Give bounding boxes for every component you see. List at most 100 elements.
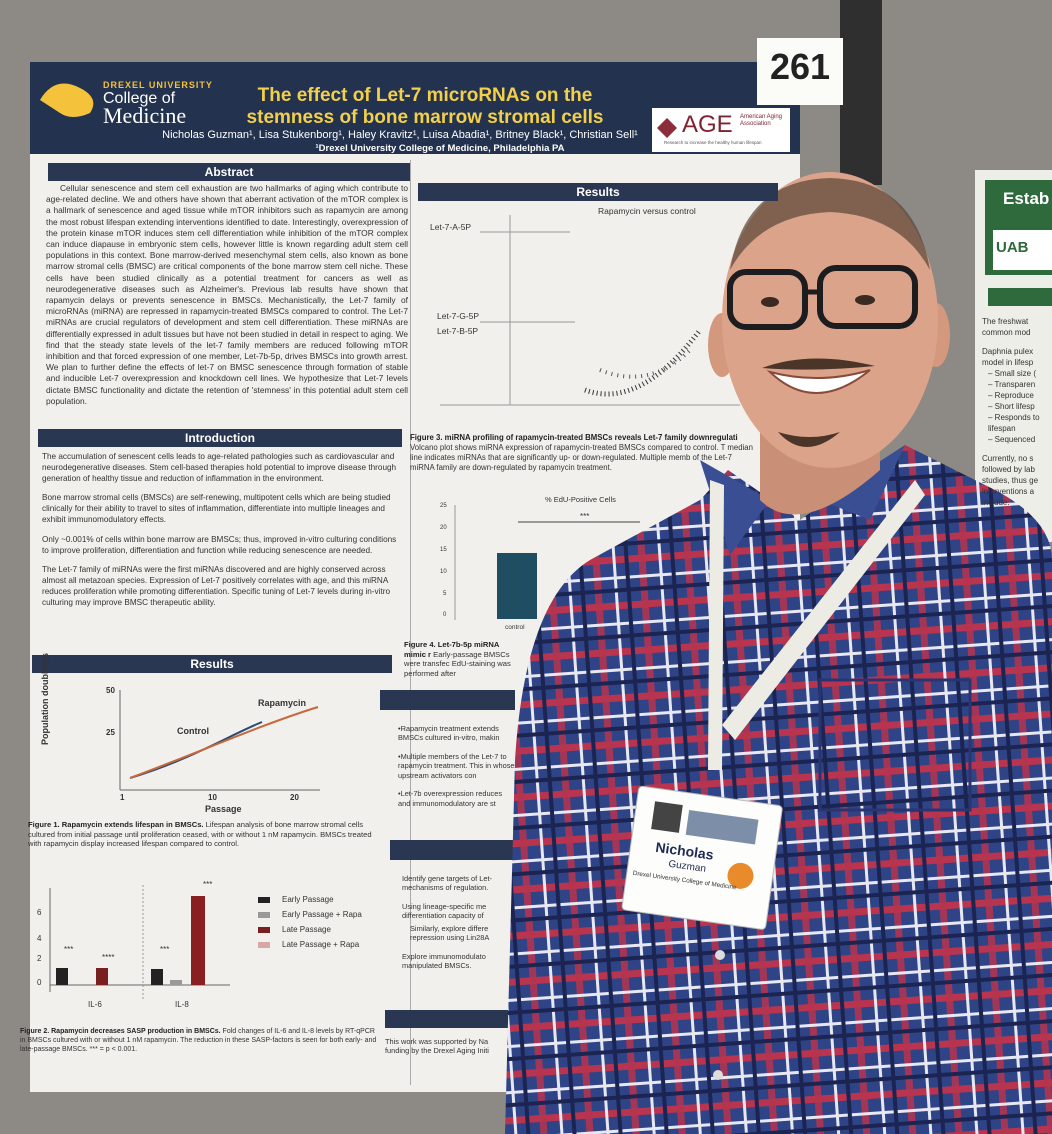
face (722, 172, 938, 468)
bullet: •Rapamycin treatment extends BMSCs cultu… (398, 724, 500, 743)
y-tick: 25 (106, 728, 115, 737)
poster-title: The effect of Let-7 microRNAs on the ste… (246, 85, 604, 128)
caption-title: Figure 4. Let-7b-5p miRNA mimic r (404, 640, 500, 659)
side-text: The freshwat common mod Daphnia pulex mo… (982, 316, 1052, 541)
column-divider (410, 160, 411, 1085)
caption-text: Fold changes of IL-6 and IL-8 levels by … (20, 1028, 377, 1053)
bullet: •Multiple members of the Let-7 to rapamy… (398, 751, 515, 780)
bar (96, 968, 108, 985)
caption-title: Figure 2. Rapamycin decreases SASP produ… (20, 1028, 221, 1035)
caption-text: Early-passage BMSCs were transfec EdU-st… (404, 649, 511, 679)
hair (730, 178, 930, 270)
rapamycin-curve (129, 706, 319, 779)
y-tick: 4 (37, 934, 42, 943)
plot-title: Rapamycin versus control (598, 206, 696, 216)
pocket (818, 678, 972, 812)
introduction: The accumulation of senescent cells lead… (42, 452, 400, 609)
shirt (505, 445, 1052, 1134)
section-bar (390, 840, 515, 860)
side-section-bar (988, 288, 1052, 306)
bar (191, 896, 205, 985)
dragon-logo (40, 83, 94, 117)
significance: *** (160, 945, 170, 954)
caption-text: Lifespan analysis of bone marrow stromal… (28, 820, 372, 849)
bullet: Bone marrow stromal cells (BMSCs) are se… (42, 493, 391, 524)
smile (766, 369, 871, 394)
group-label: IL-6 (88, 1000, 102, 1009)
button (715, 950, 725, 960)
bullet: Similarly, explore differe repression us… (410, 923, 490, 943)
sponsor-tagline: Research to increase the healthy human l… (664, 140, 762, 145)
y-tick: 5 (443, 591, 447, 597)
age-logo-icon (657, 118, 677, 138)
glasses (817, 265, 918, 329)
section-bar (380, 690, 515, 710)
y-tick: 20 (440, 525, 447, 531)
authors: Nicholas Guzman¹, Lisa Stukenborg¹, Hale… (162, 129, 638, 141)
x-tick: 1 (120, 793, 125, 802)
badge-group (621, 785, 783, 930)
bullet: Currently, no s followed by lab studies,… (982, 454, 1039, 507)
section-heading: Introduction (38, 429, 402, 447)
bullet: •Let-7b overexpression reduces and immun… (398, 789, 503, 808)
y-tick: 2 (37, 954, 42, 963)
legend-swatch (258, 912, 270, 918)
legend-label: Early Passage (282, 895, 334, 904)
future-directions: Identify gene targets of Let- mechanisms… (402, 874, 514, 971)
group-label: IL-8 (175, 1000, 189, 1009)
significance: *** (203, 880, 213, 889)
y-tick: 50 (106, 686, 115, 695)
pole (840, 0, 882, 185)
bar (151, 969, 163, 985)
bullet: The accumulation of senescent cells lead… (42, 452, 397, 483)
abstract-text: Cellular senescence and stem cell exhaus… (46, 183, 408, 406)
university: DREXEL UNIVERSITY (103, 80, 213, 90)
point-label: Let-7-A-5P (430, 222, 472, 232)
side-logo: UAB (996, 239, 1029, 256)
y-tick: 0 (443, 612, 447, 618)
bullet: Identify gene targets of Let- mechanisms… (402, 874, 492, 893)
significance: *** (64, 945, 74, 954)
y-tick: 25 (440, 503, 447, 509)
legend-label: Early Passage + Rapa (282, 910, 362, 919)
bar (56, 968, 68, 985)
category-label: control (505, 624, 525, 631)
figure-caption: Figure 1. Rapamycin extends lifespan in … (28, 820, 383, 849)
bullet: The Let-7 family of miRNAs were the firs… (42, 565, 391, 607)
legend-swatch (258, 927, 270, 933)
series-label: Control (177, 726, 209, 736)
bullet: – Responds to lifespan (988, 413, 1040, 433)
section-heading: Results (32, 655, 392, 673)
bullet: – Small size ( (988, 369, 1037, 378)
sponsor-logo: AGE (682, 111, 733, 138)
plot-title: % EdU-Positive Cells (545, 495, 616, 504)
acknowledgement: This work was supported by Na funding by… (385, 1037, 489, 1056)
number-tag (757, 38, 843, 105)
significance: *** (580, 512, 590, 521)
x-axis-label: Passage (205, 804, 242, 814)
conclusions: •Rapamycin treatment extends BMSCs cultu… (398, 724, 516, 808)
lanyard (708, 480, 724, 770)
point-label: Let-7-B-5P (437, 326, 479, 336)
volcano-points (599, 348, 692, 379)
goatee (778, 432, 840, 447)
bullet: Daphnia pulex model in lifesp (982, 347, 1034, 367)
eye (855, 295, 875, 305)
badge-sticker (727, 862, 754, 889)
x-tick: 20 (290, 793, 299, 802)
figure-caption: Figure 3. miRNA profiling of rapamycin-t… (410, 433, 755, 473)
figure-caption: Figure 2. Rapamycin decreases SASP produ… (20, 1028, 380, 1055)
lanyard (722, 480, 925, 740)
x-tick: 10 (208, 793, 217, 802)
bar (170, 980, 182, 985)
badge-text: Nicholas Guzman Drexel University Colleg… (622, 786, 783, 930)
bullet: Only ~0.001% of cells within bone marrow… (42, 534, 397, 555)
caption-text: Volcano plot shows miRNA expression of r… (410, 442, 753, 472)
legend-label: Late Passage + Rapa (282, 940, 360, 949)
side-logo-box (993, 230, 1052, 270)
bullet: – Reproduce (988, 391, 1034, 400)
eye (761, 297, 779, 307)
